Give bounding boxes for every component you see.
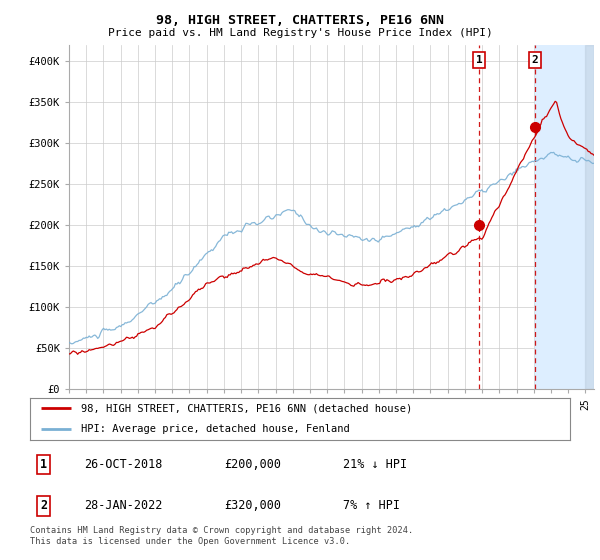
Bar <box>586 45 594 389</box>
Text: 21% ↓ HPI: 21% ↓ HPI <box>343 458 407 471</box>
Text: 98, HIGH STREET, CHATTERIS, PE16 6NN (detached house): 98, HIGH STREET, CHATTERIS, PE16 6NN (de… <box>82 403 413 413</box>
Text: 28-JAN-2022: 28-JAN-2022 <box>84 499 163 512</box>
Text: 2: 2 <box>532 55 539 65</box>
Text: 2: 2 <box>40 499 47 512</box>
Text: 1: 1 <box>40 458 47 471</box>
Bar <box>535 45 594 389</box>
Text: £200,000: £200,000 <box>224 458 281 471</box>
Text: £320,000: £320,000 <box>224 499 281 512</box>
Text: HPI: Average price, detached house, Fenland: HPI: Average price, detached house, Fenl… <box>82 424 350 434</box>
Text: 1: 1 <box>476 55 482 65</box>
Text: 26-OCT-2018: 26-OCT-2018 <box>84 458 163 471</box>
Text: 98, HIGH STREET, CHATTERIS, PE16 6NN: 98, HIGH STREET, CHATTERIS, PE16 6NN <box>156 14 444 27</box>
Text: 7% ↑ HPI: 7% ↑ HPI <box>343 499 400 512</box>
Text: Price paid vs. HM Land Registry's House Price Index (HPI): Price paid vs. HM Land Registry's House … <box>107 28 493 38</box>
Text: Contains HM Land Registry data © Crown copyright and database right 2024.
This d: Contains HM Land Registry data © Crown c… <box>30 526 413 546</box>
